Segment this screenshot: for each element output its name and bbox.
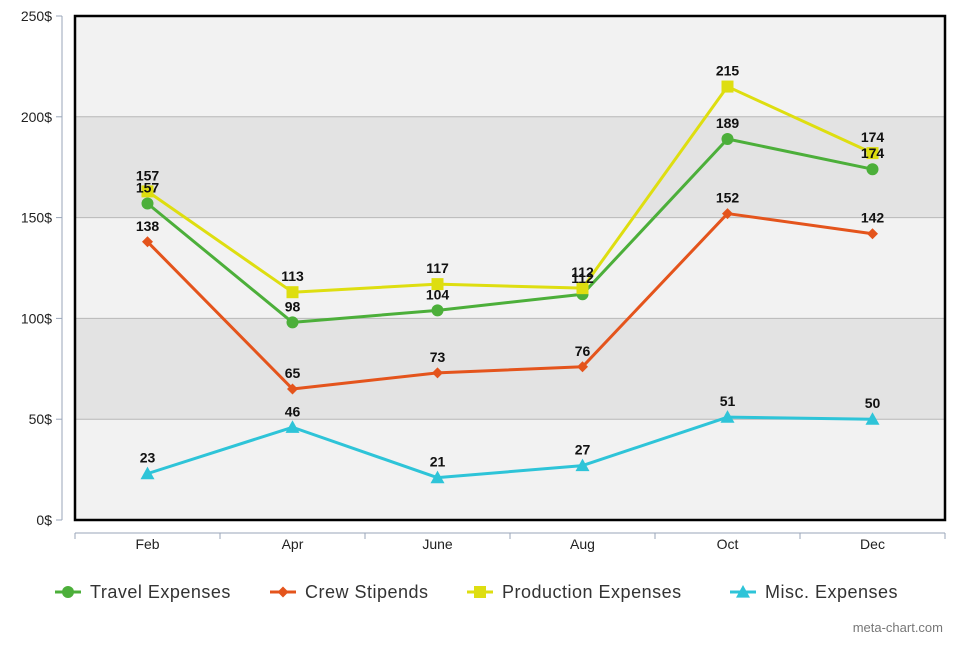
x-tick-label: June bbox=[422, 536, 453, 552]
data-point bbox=[431, 304, 444, 317]
x-tick-label: Feb bbox=[135, 536, 159, 552]
plot-frame bbox=[73, 14, 947, 522]
grid-band bbox=[75, 16, 945, 117]
data-label: 117 bbox=[426, 260, 449, 276]
grid-band bbox=[75, 116, 945, 218]
y-tick-label: 250$ bbox=[21, 8, 52, 24]
data-label: 152 bbox=[716, 190, 740, 206]
data-label: 104 bbox=[426, 286, 450, 302]
series-line bbox=[146, 212, 873, 391]
data-point bbox=[142, 236, 153, 248]
legend-label: Misc. Expenses bbox=[765, 582, 898, 602]
data-point bbox=[431, 278, 444, 291]
data-point bbox=[867, 228, 878, 240]
data-point bbox=[287, 383, 298, 395]
data-point bbox=[575, 458, 590, 472]
series-lines bbox=[146, 85, 874, 480]
data-label: 50 bbox=[865, 395, 881, 411]
data-point bbox=[722, 208, 733, 220]
series-markers bbox=[140, 80, 880, 484]
data-point bbox=[576, 282, 589, 295]
legend-label: Crew Stipends bbox=[305, 582, 429, 602]
legend-item: Production Expenses bbox=[467, 582, 682, 602]
x-tick-label: Apr bbox=[282, 536, 304, 552]
legend-marker bbox=[277, 586, 289, 598]
data-point bbox=[285, 420, 300, 433]
data-point bbox=[721, 132, 734, 145]
data-label: 23 bbox=[140, 450, 156, 466]
series-line bbox=[146, 137, 873, 324]
grid-band bbox=[75, 419, 945, 520]
plot-background bbox=[75, 16, 945, 520]
data-label: 98 bbox=[285, 298, 301, 314]
data-label: 21 bbox=[430, 454, 446, 470]
data-label: 112 bbox=[571, 264, 594, 280]
y-tick-label: 100$ bbox=[21, 310, 52, 326]
data-point bbox=[577, 361, 588, 373]
data-point bbox=[140, 466, 155, 480]
credit-text: meta-chart.com bbox=[853, 620, 943, 635]
data-label: 157 bbox=[136, 179, 160, 195]
legend-marker bbox=[736, 585, 750, 598]
data-label: 138 bbox=[136, 218, 160, 234]
data-label: 76 bbox=[575, 343, 591, 359]
data-point bbox=[720, 410, 735, 423]
data-label: 189 bbox=[716, 115, 740, 131]
legend-label: Travel Expenses bbox=[90, 582, 231, 602]
x-axis: Feb Apr June Aug Oct Dec bbox=[74, 532, 946, 552]
legend-marker bbox=[474, 586, 486, 598]
data-point bbox=[865, 412, 880, 425]
data-label: 157 bbox=[136, 167, 160, 183]
data-label: 65 bbox=[285, 365, 301, 381]
legend-item: Crew Stipends bbox=[270, 582, 429, 602]
data-point bbox=[430, 470, 445, 484]
y-tick-label: 200$ bbox=[21, 109, 52, 125]
data-labels: 157 98 104 112 189 174 138 65 73 76 152 142 157 113 11… bbox=[136, 63, 885, 470]
legend-item: Travel Expenses bbox=[55, 582, 231, 602]
data-label: 113 bbox=[281, 268, 304, 284]
data-point bbox=[721, 80, 734, 93]
x-tick-label: Aug bbox=[570, 536, 595, 552]
legend-item: Misc. Expenses bbox=[730, 582, 898, 602]
data-label: 73 bbox=[430, 349, 446, 365]
series-line bbox=[146, 85, 874, 294]
data-point bbox=[286, 316, 299, 329]
y-tick-label: 0$ bbox=[36, 512, 52, 528]
y-tick-label: 150$ bbox=[21, 210, 52, 226]
legend: Travel Expenses Crew Stipends Production E… bbox=[55, 582, 898, 602]
data-point bbox=[286, 286, 299, 299]
legend-marker bbox=[62, 586, 74, 598]
data-point bbox=[141, 185, 154, 198]
data-label: 174 bbox=[861, 129, 885, 145]
legend-label: Production Expenses bbox=[502, 582, 682, 602]
data-point bbox=[432, 367, 443, 379]
series-line bbox=[147, 415, 873, 480]
data-label: 174 bbox=[861, 145, 885, 161]
x-tick-label: Dec bbox=[860, 536, 885, 552]
data-label: 112 bbox=[571, 270, 594, 286]
data-label: 27 bbox=[575, 442, 591, 458]
data-label: 142 bbox=[861, 210, 885, 226]
data-point bbox=[866, 163, 879, 176]
data-label: 51 bbox=[720, 393, 736, 409]
y-tick-label: 50$ bbox=[29, 411, 53, 427]
data-label: 215 bbox=[716, 63, 740, 79]
data-point bbox=[866, 147, 879, 160]
data-label: 46 bbox=[285, 403, 301, 419]
y-axis: 0$ 50$ 100$ 150$ 200$ 250$ bbox=[21, 8, 63, 528]
x-tick-label: Oct bbox=[717, 536, 739, 552]
data-point bbox=[141, 197, 154, 210]
